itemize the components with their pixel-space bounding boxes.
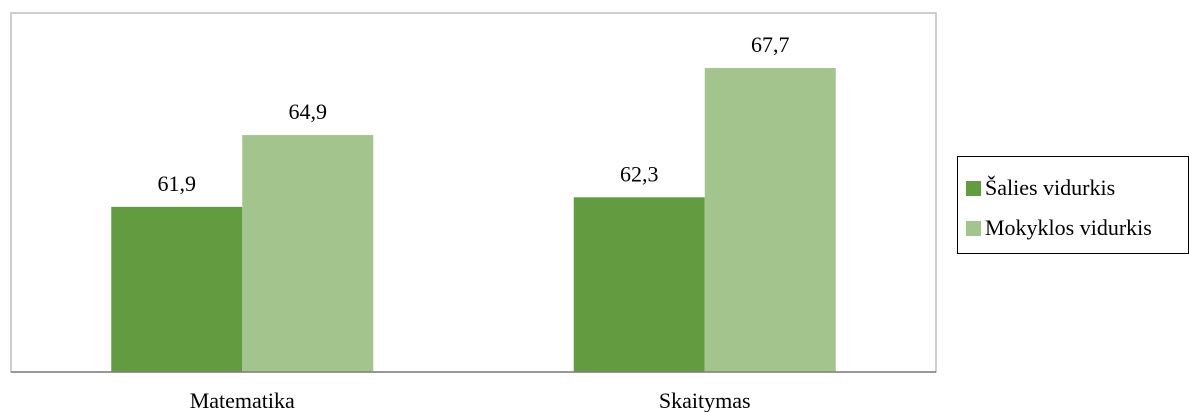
bar-value-label: 61,9 — [158, 171, 197, 196]
legend-item-salies: Šalies vidurkis — [966, 175, 1115, 201]
bar-matematika-series-0 — [111, 206, 243, 372]
legend-item-mokyklos: Mokyklos vidurkis — [966, 215, 1152, 241]
bar-value-label: 62,3 — [620, 161, 659, 186]
legend-label-salies: Šalies vidurkis — [985, 175, 1116, 200]
legend-label-mokyklos: Mokyklos vidurkis — [985, 215, 1152, 240]
bar-matematika-series-1 — [242, 135, 374, 372]
legend-swatch-mokyklos — [966, 220, 981, 236]
legend-swatch-salies — [966, 180, 981, 196]
bar-skaitymas-series-0 — [573, 197, 705, 372]
bar-skaitymas-series-1 — [704, 68, 836, 373]
category-label-matematika: Matematika — [190, 388, 295, 412]
legend: Šalies vidurkis Mokyklos vidurkis — [957, 156, 1189, 254]
bar-labels-group: 61,9 64,9 62,3 67,7 — [158, 32, 790, 196]
category-label-skaitymas: Skaitymas — [659, 388, 751, 412]
category-labels-group: Matematika Skaitymas — [190, 388, 751, 412]
bar-value-label: 64,9 — [289, 99, 328, 124]
bar-value-label: 67,7 — [751, 32, 790, 57]
bars-group — [111, 68, 836, 373]
